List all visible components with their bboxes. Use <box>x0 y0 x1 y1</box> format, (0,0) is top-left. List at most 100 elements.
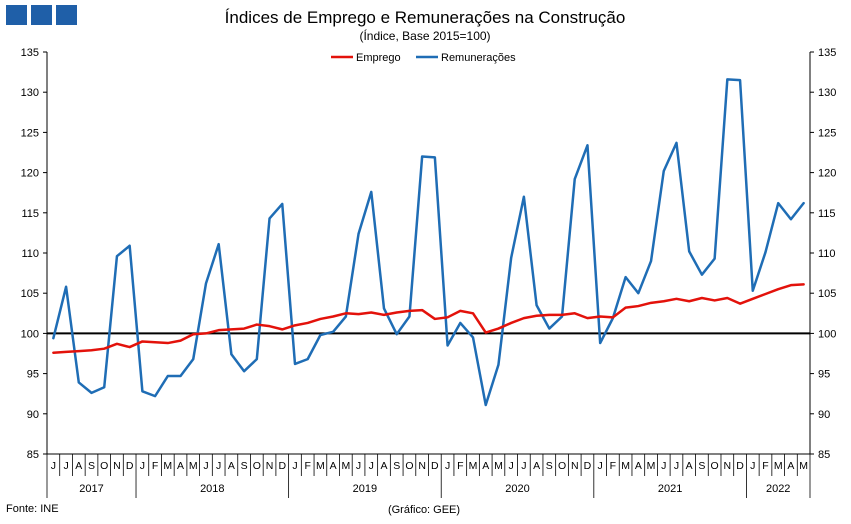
series-point-emprego <box>548 314 551 316</box>
y-tick-label-left: 110 <box>21 248 39 260</box>
x-year-label: 2017 <box>79 483 103 495</box>
x-month-label: N <box>266 460 274 472</box>
x-month-label: M <box>774 460 783 472</box>
x-month-label: A <box>177 460 184 472</box>
series-point-remuneracoes <box>167 375 169 377</box>
legend-label-emprego: Emprego <box>356 52 401 64</box>
x-month-label: O <box>558 460 566 472</box>
series-point-emprego <box>370 311 373 314</box>
y-tick-label-left: 130 <box>21 87 39 99</box>
series-point-remuneracoes <box>472 336 474 339</box>
series-point-emprego <box>675 298 678 300</box>
series-point-emprego <box>243 327 245 330</box>
series-point-emprego <box>790 284 792 286</box>
x-month-label: A <box>533 460 540 472</box>
series-point-emprego <box>268 325 271 327</box>
series-point-emprego <box>497 327 500 330</box>
series-point-remuneracoes <box>535 304 538 307</box>
series-point-remuneracoes <box>370 191 373 193</box>
y-tick-label-right: 110 <box>818 248 836 260</box>
plot-area <box>47 78 810 407</box>
y-tick-label-right: 100 <box>818 328 836 340</box>
series-point-emprego <box>294 324 296 327</box>
series-point-remuneracoes <box>52 337 55 340</box>
series-point-emprego <box>713 299 716 302</box>
series-point-remuneracoes <box>408 315 411 318</box>
series-point-remuneracoes <box>777 202 780 204</box>
series-point-emprego <box>205 332 207 335</box>
series-point-emprego <box>167 342 169 344</box>
x-month-label: J <box>140 460 145 472</box>
x-month-label: F <box>152 460 158 472</box>
x-month-label: A <box>482 460 489 472</box>
x-month-label: F <box>304 460 310 472</box>
series-point-remuneracoes <box>116 255 118 258</box>
series-point-emprego <box>612 316 614 319</box>
series-point-emprego <box>65 351 67 353</box>
series-point-remuneracoes <box>306 358 309 360</box>
series-point-remuneracoes <box>281 203 284 205</box>
y-tick-label-right: 95 <box>818 369 830 381</box>
axes: 85 85 90 90 95 95 100 100 105 105 110 110 115 115 120 1… <box>21 47 836 498</box>
series-point-remuneracoes <box>205 282 207 285</box>
x-month-label: A <box>228 460 235 472</box>
x-month-label: M <box>494 460 503 472</box>
series-point-emprego <box>599 315 601 318</box>
series-point-emprego <box>217 329 220 331</box>
y-tick-label-right: 125 <box>818 127 836 139</box>
series-point-remuneracoes <box>230 353 233 356</box>
series-point-emprego <box>408 310 411 312</box>
series-point-emprego <box>179 339 182 342</box>
series-point-remuneracoes <box>192 358 195 360</box>
y-tick-label-left: 95 <box>27 369 39 381</box>
x-month-label: O <box>405 460 413 472</box>
legend: Emprego Remunerações <box>331 52 516 64</box>
chart-title: Índices de Emprego e Remunerações na Con… <box>225 8 626 27</box>
series-point-emprego <box>77 350 80 352</box>
series-point-emprego <box>510 322 512 324</box>
series-point-remuneracoes <box>662 170 665 172</box>
x-month-label: M <box>189 460 198 472</box>
y-tick-label-right: 90 <box>818 409 830 421</box>
x-month-label: J <box>63 460 68 472</box>
chart-subtitle: (Índice, Base 2015=100) <box>359 28 490 43</box>
series-point-emprego <box>446 316 449 319</box>
x-month-label: A <box>635 460 642 472</box>
series-point-emprego <box>650 302 652 304</box>
y-tick-label-left: 125 <box>21 127 39 139</box>
x-month-label: M <box>163 460 172 472</box>
series-point-emprego <box>586 317 589 319</box>
series-point-remuneracoes <box>357 232 360 235</box>
x-month-label: J <box>509 460 514 472</box>
series-point-emprego <box>637 305 640 307</box>
x-month-label: D <box>431 460 439 472</box>
series-point-emprego <box>662 300 665 303</box>
x-month-label: M <box>647 460 656 472</box>
x-month-label: N <box>418 460 426 472</box>
series-point-emprego <box>319 318 322 320</box>
series-point-emprego <box>535 314 538 317</box>
x-month-label: J <box>51 460 56 472</box>
series-point-emprego <box>472 312 474 315</box>
series-point-remuneracoes <box>90 392 93 394</box>
series-point-remuneracoes <box>637 292 640 295</box>
series-point-remuneracoes <box>726 78 729 81</box>
series-point-emprego <box>459 310 462 312</box>
series-point-remuneracoes <box>294 363 296 365</box>
series-point-emprego <box>103 347 106 350</box>
series-point-remuneracoes <box>268 217 271 220</box>
series-point-remuneracoes <box>573 178 576 180</box>
x-month-label: D <box>584 460 592 472</box>
x-year-label: 2022 <box>766 483 790 495</box>
x-month-label: S <box>546 460 553 472</box>
series-point-remuneracoes <box>739 79 741 81</box>
y-tick-label-right: 130 <box>818 87 836 99</box>
x-month-label: S <box>393 460 400 472</box>
x-month-label: J <box>674 460 679 472</box>
y-tick-label-left: 100 <box>21 328 39 340</box>
x-month-label: O <box>711 460 719 472</box>
series-point-emprego <box>701 297 703 299</box>
x-month-label: J <box>216 460 221 472</box>
series-point-remuneracoes <box>65 285 67 288</box>
